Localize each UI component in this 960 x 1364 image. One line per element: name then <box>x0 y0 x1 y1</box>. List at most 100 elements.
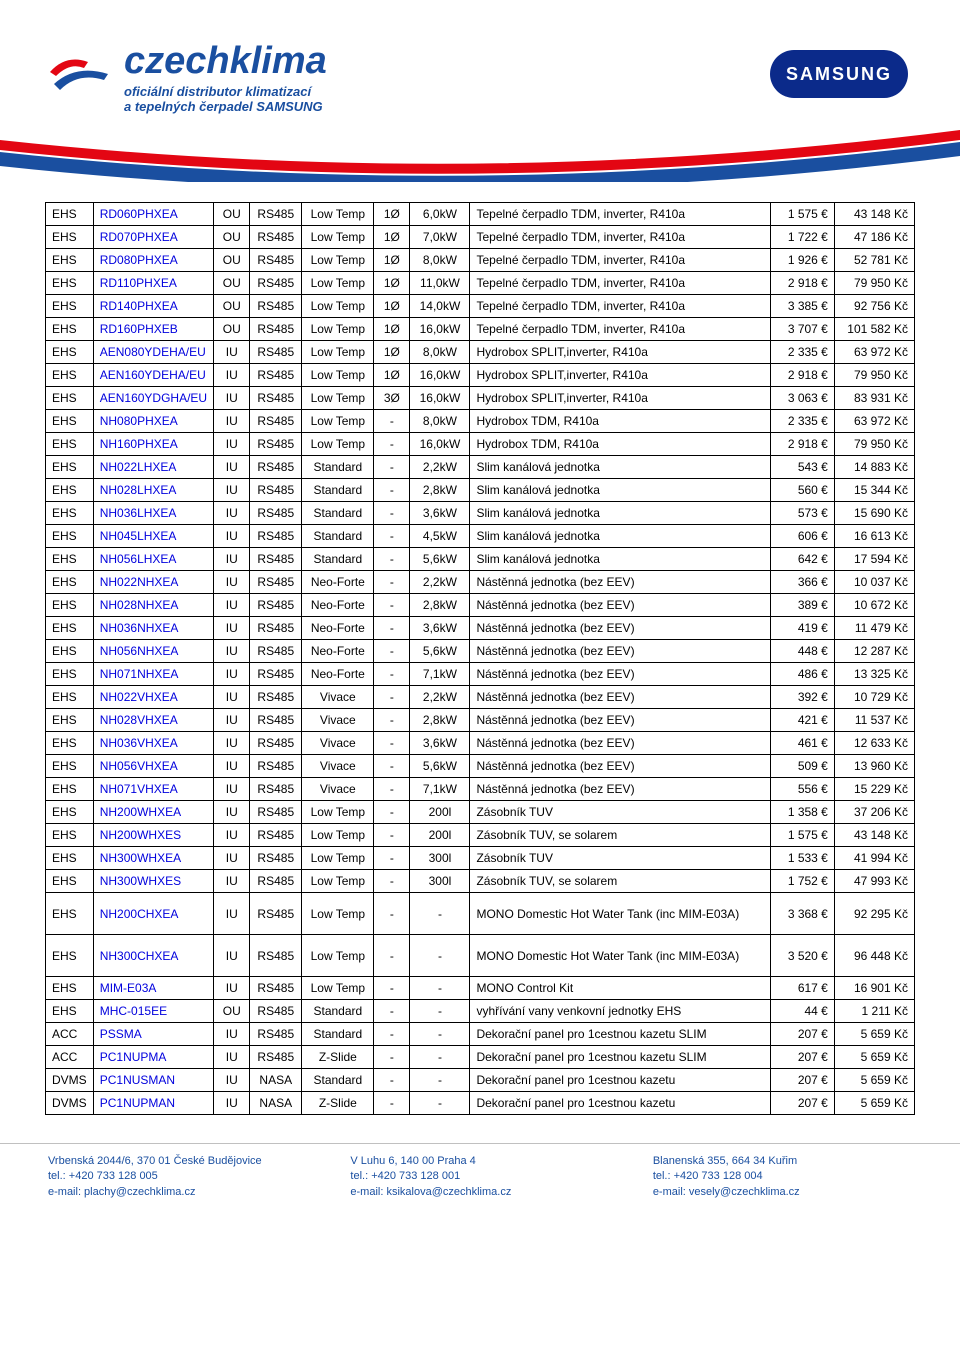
table-cell: 43 148 Kč <box>834 203 914 226</box>
table-cell: DVMS <box>46 1092 94 1115</box>
table-cell: Low Temp <box>302 249 374 272</box>
product-code-link[interactable]: NH200WHXES <box>93 824 214 847</box>
table-cell: ACC <box>46 1023 94 1046</box>
table-cell: IU <box>214 847 250 870</box>
header-swoosh-icon <box>0 122 960 182</box>
table-cell: RS485 <box>250 594 302 617</box>
product-code-link[interactable]: NH022NHXEA <box>93 571 214 594</box>
table-cell: EHS <box>46 663 94 686</box>
table-row: EHSNH045LHXEAIURS485Standard-4,5kWSlim k… <box>46 525 915 548</box>
product-code-link[interactable]: RD110PHXEA <box>93 272 214 295</box>
table-cell: Vivace <box>302 732 374 755</box>
product-code-link[interactable]: RD140PHXEA <box>93 295 214 318</box>
product-code-link[interactable]: RD070PHXEA <box>93 226 214 249</box>
table-cell: EHS <box>46 272 94 295</box>
table-cell: 5 659 Kč <box>834 1046 914 1069</box>
table-cell: EHS <box>46 709 94 732</box>
product-code-link[interactable]: NH036LHXEA <box>93 502 214 525</box>
table-cell: 3Ø <box>374 387 410 410</box>
table-cell: IU <box>214 778 250 801</box>
table-cell: - <box>410 1023 470 1046</box>
table-cell: IU <box>214 410 250 433</box>
product-code-link[interactable]: MHC-015EE <box>93 1000 214 1023</box>
product-code-link[interactable]: NH022VHXEA <box>93 686 214 709</box>
table-cell: EHS <box>46 893 94 935</box>
product-code-link[interactable]: NH036VHXEA <box>93 732 214 755</box>
footer-line: e-mail: plachy@czechklima.cz <box>48 1185 307 1200</box>
footer-line: e-mail: ksikalova@czechklima.cz <box>350 1185 609 1200</box>
table-cell: 47 186 Kč <box>834 226 914 249</box>
product-code-link[interactable]: NH071NHXEA <box>93 663 214 686</box>
product-code-link[interactable]: NH200WHXEA <box>93 801 214 824</box>
table-cell: 642 € <box>770 548 834 571</box>
table-cell: Tepelné čerpadlo TDM, inverter, R410a <box>470 203 770 226</box>
product-code-link[interactable]: NH045LHXEA <box>93 525 214 548</box>
product-code-link[interactable]: PSSMA <box>93 1023 214 1046</box>
table-cell: RS485 <box>250 801 302 824</box>
product-code-link[interactable]: NH071VHXEA <box>93 778 214 801</box>
product-code-link[interactable]: PC1NUSMAN <box>93 1069 214 1092</box>
table-row: EHSNH028LHXEAIURS485Standard-2,8kWSlim k… <box>46 479 915 502</box>
product-code-link[interactable]: PC1NUPMAN <box>93 1092 214 1115</box>
product-code-link[interactable]: NH200CHXEA <box>93 893 214 935</box>
product-code-link[interactable]: NH300WHXES <box>93 870 214 893</box>
product-code-link[interactable]: RD080PHXEA <box>93 249 214 272</box>
product-code-link[interactable]: RD160PHXEB <box>93 318 214 341</box>
product-code-link[interactable]: NH300WHXEA <box>93 847 214 870</box>
table-cell: RS485 <box>250 226 302 249</box>
product-code-link[interactable]: PC1NUPMA <box>93 1046 214 1069</box>
product-code-link[interactable]: NH028VHXEA <box>93 709 214 732</box>
table-cell: 12 633 Kč <box>834 732 914 755</box>
samsung-logo: SAMSUNG <box>770 50 908 98</box>
product-code-link[interactable]: NH056LHXEA <box>93 548 214 571</box>
table-cell: 92 756 Kč <box>834 295 914 318</box>
table-cell: 63 972 Kč <box>834 341 914 364</box>
product-code-link[interactable]: NH022LHXEA <box>93 456 214 479</box>
table-cell: RS485 <box>250 456 302 479</box>
table-cell: Standard <box>302 1000 374 1023</box>
table-cell: - <box>374 456 410 479</box>
product-code-link[interactable]: NH300CHXEA <box>93 935 214 977</box>
table-cell: 7,1kW <box>410 663 470 686</box>
table-cell: - <box>374 1092 410 1115</box>
table-cell: RS485 <box>250 295 302 318</box>
table-cell: EHS <box>46 847 94 870</box>
table-cell: Low Temp <box>302 203 374 226</box>
table-row: EHSNH071VHXEAIURS485Vivace-7,1kWNástěnná… <box>46 778 915 801</box>
product-code-link[interactable]: RD060PHXEA <box>93 203 214 226</box>
table-cell: - <box>374 847 410 870</box>
table-cell: - <box>374 778 410 801</box>
table-cell: Z-Slide <box>302 1046 374 1069</box>
table-cell: EHS <box>46 433 94 456</box>
table-cell: 3 520 € <box>770 935 834 977</box>
table-cell: OU <box>214 249 250 272</box>
product-code-link[interactable]: NH028LHXEA <box>93 479 214 502</box>
table-cell: EHS <box>46 640 94 663</box>
table-cell: Low Temp <box>302 433 374 456</box>
table-row: EHSMHC-015EEOURS485Standard--vyhřívání v… <box>46 1000 915 1023</box>
table-cell: EHS <box>46 295 94 318</box>
table-cell: - <box>374 410 410 433</box>
table-cell: RS485 <box>250 755 302 778</box>
table-cell: 5 659 Kč <box>834 1069 914 1092</box>
table-cell: Nástěnná jednotka (bez EEV) <box>470 571 770 594</box>
table-cell: RS485 <box>250 935 302 977</box>
product-code-link[interactable]: NH160PHXEA <box>93 433 214 456</box>
product-code-link[interactable]: NH036NHXEA <box>93 617 214 640</box>
product-code-link[interactable]: MIM-E03A <box>93 977 214 1000</box>
table-cell: 207 € <box>770 1092 834 1115</box>
table-cell: EHS <box>46 525 94 548</box>
table-row: EHSNH022VHXEAIURS485Vivace-2,2kWNástěnná… <box>46 686 915 709</box>
product-code-link[interactable]: NH056NHXEA <box>93 640 214 663</box>
product-code-link[interactable]: AEN160YDEHA/EU <box>93 364 214 387</box>
table-cell: RS485 <box>250 778 302 801</box>
product-code-link[interactable]: NH056VHXEA <box>93 755 214 778</box>
table-cell: 486 € <box>770 663 834 686</box>
table-cell: 2 918 € <box>770 364 834 387</box>
product-code-link[interactable]: AEN080YDEHA/EU <box>93 341 214 364</box>
table-cell: Low Temp <box>302 801 374 824</box>
product-code-link[interactable]: NH080PHXEA <box>93 410 214 433</box>
table-cell: 6,0kW <box>410 203 470 226</box>
product-code-link[interactable]: AEN160YDGHA/EU <box>93 387 214 410</box>
product-code-link[interactable]: NH028NHXEA <box>93 594 214 617</box>
